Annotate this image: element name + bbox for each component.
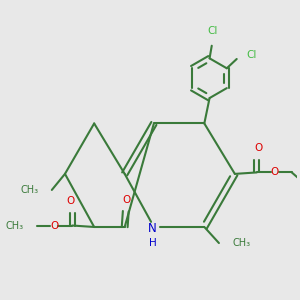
Text: CH₃: CH₃ <box>21 185 39 195</box>
Text: O: O <box>254 143 262 153</box>
Text: CH₃: CH₃ <box>6 220 24 230</box>
Text: O: O <box>67 196 75 206</box>
Text: O: O <box>271 167 279 177</box>
Text: Cl: Cl <box>207 26 218 36</box>
Text: Cl: Cl <box>246 50 257 59</box>
Text: N: N <box>148 222 157 235</box>
Text: H: H <box>148 238 156 248</box>
Text: O: O <box>122 195 130 205</box>
Text: CH₃: CH₃ <box>232 238 250 248</box>
Text: O: O <box>50 220 58 230</box>
